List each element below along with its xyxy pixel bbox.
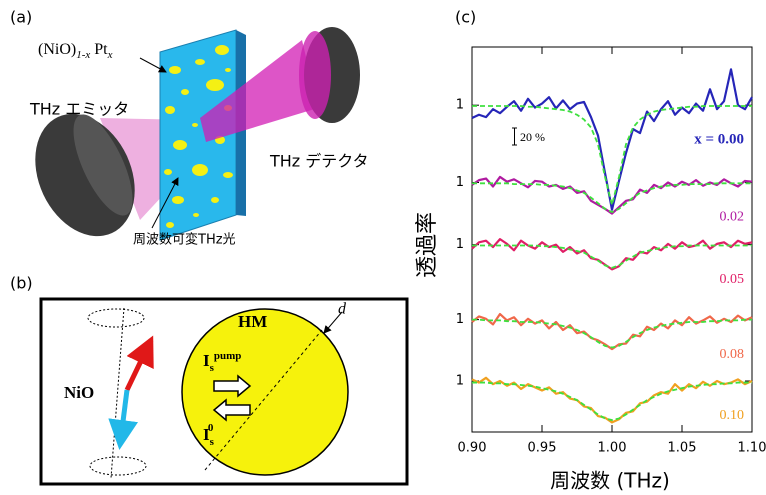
emitter-label: THz エミッタ xyxy=(29,100,129,119)
x-tick-label: 0.95 xyxy=(528,441,557,456)
series-label: 0.08 xyxy=(720,347,745,362)
panel-c: (c) 周波数 (THz) 透過率 20 % 0.90 0.95 1.00 1.05 1… xyxy=(415,8,766,493)
y-tick-label: 1 xyxy=(456,98,464,113)
data-line xyxy=(472,314,752,349)
x-tick-label: 1.05 xyxy=(668,441,697,456)
y-tick-label: 1 xyxy=(456,312,464,327)
scale-bar-label: 20 % xyxy=(520,130,545,144)
heavy-metal xyxy=(182,309,348,475)
hm-label: HM xyxy=(238,312,267,331)
detector-face xyxy=(299,31,331,119)
panel-b: (b) NiO HM d Ispump Is0 xyxy=(10,274,407,485)
detector-label: THz デテクタ xyxy=(269,152,369,171)
y-tick-label: 1 xyxy=(456,373,464,388)
series-label: 0.10 xyxy=(720,408,745,423)
x-tick-label: 0.90 xyxy=(458,441,487,456)
afm-label: NiO xyxy=(64,383,94,402)
y-tick-label: 1 xyxy=(456,175,464,190)
panel-label: (a) xyxy=(10,8,32,27)
thickness-label: d xyxy=(338,301,347,318)
x-tick-label: 1.00 xyxy=(598,441,627,456)
panel-label: (b) xyxy=(10,274,33,293)
x-tick-label: 1.10 xyxy=(738,441,766,456)
plot-frame xyxy=(472,47,752,432)
scale-bar xyxy=(512,128,517,145)
panel-label: (c) xyxy=(455,8,476,27)
figure: (a) (NiO)1-xPtx THz エミッタ THz デテクタ 周波数可変T… xyxy=(0,0,766,495)
fit-line xyxy=(472,320,752,348)
fit-line xyxy=(472,383,752,420)
series-label: x = 0.00 xyxy=(694,132,744,148)
y-tick-label: 1 xyxy=(456,237,464,252)
data-line xyxy=(472,239,752,269)
fit-line xyxy=(472,106,752,205)
x-axis-label: 周波数 (THz) xyxy=(550,469,670,493)
beam-label: 周波数可変THz光 xyxy=(133,232,236,248)
y-axis-label: 透過率 xyxy=(415,212,440,278)
series-label: 0.02 xyxy=(720,210,745,225)
series-label: 0.05 xyxy=(720,272,745,287)
